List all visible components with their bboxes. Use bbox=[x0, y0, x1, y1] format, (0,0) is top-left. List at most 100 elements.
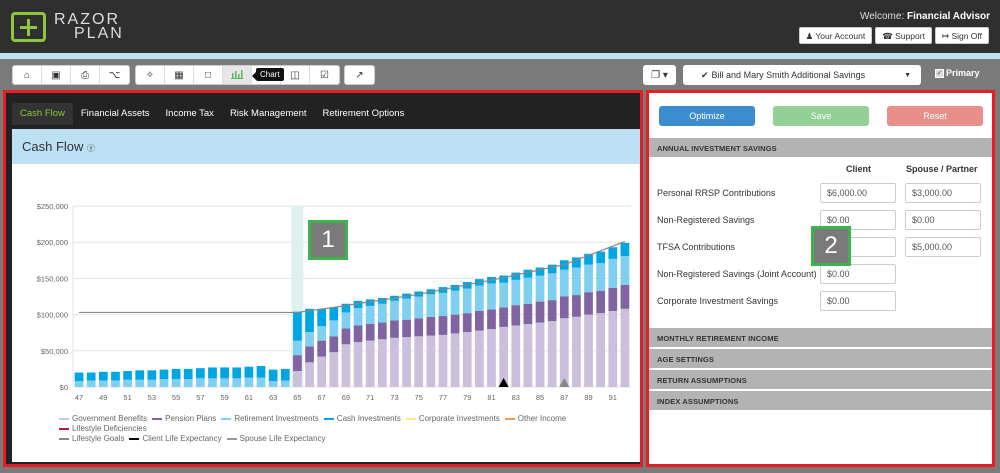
legend-item[interactable]: Spouse Life Expectancy bbox=[226, 434, 325, 443]
copy-icon: ❐ ▾ bbox=[651, 69, 668, 81]
form-row-corporate: Corporate Investment Savings bbox=[657, 291, 992, 311]
svg-text:53: 53 bbox=[148, 393, 156, 402]
monthly-retirement-income-header[interactable]: MONTHLY RETIREMENT INCOME bbox=[649, 328, 992, 347]
form-row-non-registered: Non-Registered Savings bbox=[657, 210, 992, 230]
user-icon: ♟ bbox=[805, 31, 814, 41]
cash-flow-chart: $0 $50,000 $100,000 $150,000 $200,000 $250,00… bbox=[12, 164, 640, 462]
checklist-button[interactable]: ☑ bbox=[310, 66, 339, 84]
primary-checkbox[interactable]: ✓ bbox=[935, 68, 944, 78]
tab-income-tax[interactable]: Income Tax bbox=[165, 108, 214, 119]
legend-item[interactable]: Lifestyle Deficiencies bbox=[59, 424, 147, 433]
tab-financial-assets[interactable]: Financial Assets bbox=[80, 108, 150, 119]
cash-flow-panel: Cash Flow Financial Assets Income Tax Ri… bbox=[3, 90, 643, 467]
annual-investment-savings-header[interactable]: ANNUAL INVESTMENT SAVINGS bbox=[649, 138, 992, 157]
user-name: Financial Advisor bbox=[907, 11, 990, 22]
chart-tooltip: Chart bbox=[252, 68, 284, 81]
index-assumptions-header[interactable]: INDEX ASSUMPTIONS bbox=[649, 391, 992, 410]
primary-toggle[interactable]: ✓ Primary bbox=[935, 68, 980, 78]
toolbar-group-analysis: ↗ bbox=[344, 65, 375, 85]
svg-text:49: 49 bbox=[99, 393, 107, 402]
chart-view-button[interactable] bbox=[223, 66, 252, 84]
svg-text:$0: $0 bbox=[60, 383, 68, 392]
notes-button[interactable]: □ bbox=[194, 66, 223, 84]
rrsp-client-input[interactable] bbox=[820, 183, 896, 203]
svg-text:61: 61 bbox=[245, 393, 253, 402]
svg-text:71: 71 bbox=[366, 393, 374, 402]
svg-text:65: 65 bbox=[293, 393, 301, 402]
optimize-button[interactable]: Optimize bbox=[659, 106, 755, 126]
report-tabs: Cash Flow Financial Assets Income Tax Ri… bbox=[6, 93, 640, 125]
wizard-button[interactable]: ✧ bbox=[136, 66, 165, 84]
non-registered-client-input[interactable] bbox=[820, 210, 896, 230]
svg-text:75: 75 bbox=[415, 393, 423, 402]
form-row-joint: Non-Registered Savings (Joint Account) bbox=[657, 264, 992, 284]
legend-item[interactable]: Corporate Investments bbox=[405, 414, 500, 423]
tab-cash-flow[interactable]: Cash Flow bbox=[12, 103, 73, 125]
legend-item[interactable]: Government Benefits bbox=[59, 414, 147, 423]
line-chart-button[interactable]: ↗ bbox=[345, 66, 374, 84]
save-icon: ▣ bbox=[51, 69, 61, 81]
checklist-icon: ☑ bbox=[320, 69, 329, 81]
legend-item[interactable]: Lifestyle Goals bbox=[59, 434, 124, 443]
legend-swatch-icon bbox=[226, 437, 237, 440]
scenario-select[interactable]: ✔ Bill and Mary Smith Additional Savings… bbox=[683, 65, 921, 85]
save-file-button[interactable]: ▣ bbox=[42, 66, 71, 84]
chart-legend: Government Benefits Pension Plans Retireme… bbox=[59, 414, 619, 444]
sign-off-button[interactable]: ↦ Sign Off bbox=[934, 27, 989, 44]
table-view-button[interactable]: ▦ bbox=[165, 66, 194, 84]
svg-text:87: 87 bbox=[560, 393, 568, 402]
savings-panel: Optimize Save Reset ANNUAL INVESTMENT SA… bbox=[646, 90, 995, 467]
non-registered-spouse-input[interactable] bbox=[905, 210, 981, 230]
table-icon: ▦ bbox=[174, 69, 184, 81]
svg-text:73: 73 bbox=[390, 393, 398, 402]
section-title: Cash Flow bbox=[22, 139, 84, 154]
razorplan-logo[interactable]: RAZOR PLAN bbox=[11, 12, 124, 42]
save-button[interactable]: Save bbox=[773, 106, 869, 126]
print-icon: ⎙ bbox=[81, 69, 89, 81]
svg-text:91: 91 bbox=[609, 393, 617, 402]
svg-text:$250,000: $250,000 bbox=[37, 202, 68, 211]
corporate-client-input[interactable] bbox=[820, 291, 896, 311]
svg-text:51: 51 bbox=[123, 393, 131, 402]
age-settings-header[interactable]: AGE SETTINGS bbox=[649, 349, 992, 368]
legend-item[interactable]: Client Life Expectancy bbox=[129, 434, 222, 443]
plus-logo-icon bbox=[11, 12, 46, 42]
toolbar-group-views: ✧ ▦ □ ◫ ☑ bbox=[135, 65, 340, 85]
svg-text:77: 77 bbox=[439, 393, 447, 402]
tfsa-spouse-input[interactable] bbox=[905, 237, 981, 257]
svg-text:$200,000: $200,000 bbox=[37, 238, 68, 247]
return-assumptions-header[interactable]: RETURN ASSUMPTIONS bbox=[649, 370, 992, 389]
note-icon: □ bbox=[204, 69, 212, 81]
svg-text:89: 89 bbox=[584, 393, 592, 402]
legend-item[interactable]: Pension Plans bbox=[152, 414, 216, 423]
svg-text:59: 59 bbox=[220, 393, 228, 402]
tab-risk-management[interactable]: Risk Management bbox=[229, 108, 307, 119]
home-icon: ⌂ bbox=[23, 69, 31, 81]
legend-swatch-icon bbox=[504, 417, 515, 420]
legend-item[interactable]: Cash Investments bbox=[323, 414, 401, 423]
sign-out-icon: ↦ bbox=[941, 31, 950, 41]
scenario-label: Bill and Mary Smith Additional Savings bbox=[711, 70, 866, 80]
copy-scenario-button[interactable]: ❐ ▾ bbox=[643, 65, 676, 85]
stacked-bar-chart[interactable]: $0 $50,000 $100,000 $150,000 $200,000 $250,00… bbox=[12, 164, 640, 462]
columns-view-button[interactable]: ◫ bbox=[281, 66, 310, 84]
help-icon[interactable]: ⓨ bbox=[87, 144, 96, 153]
legend-swatch-icon bbox=[129, 437, 140, 440]
legend-swatch-icon bbox=[221, 417, 232, 420]
joint-client-input[interactable] bbox=[820, 264, 896, 284]
share-button[interactable]: ⌥ bbox=[100, 66, 129, 84]
svg-text:81: 81 bbox=[487, 393, 495, 402]
check-circle-icon: ✔ bbox=[701, 69, 709, 80]
reset-button[interactable]: Reset bbox=[887, 106, 983, 126]
svg-text:63: 63 bbox=[269, 393, 277, 402]
support-button[interactable]: ☎ Support bbox=[875, 27, 932, 44]
line-chart-icon: ↗ bbox=[355, 69, 364, 81]
account-buttons: ♟ Your Account ☎ Support ↦ Sign Off bbox=[798, 27, 989, 44]
rrsp-spouse-input[interactable] bbox=[905, 183, 981, 203]
legend-item[interactable]: Other Income bbox=[504, 414, 566, 423]
tab-retirement-options[interactable]: Retirement Options bbox=[322, 108, 405, 119]
legend-item[interactable]: Retirement Investments bbox=[221, 414, 319, 423]
print-button[interactable]: ⎙ bbox=[71, 66, 100, 84]
your-account-button[interactable]: ♟ Your Account bbox=[798, 27, 873, 44]
home-button[interactable]: ⌂ bbox=[13, 66, 42, 84]
